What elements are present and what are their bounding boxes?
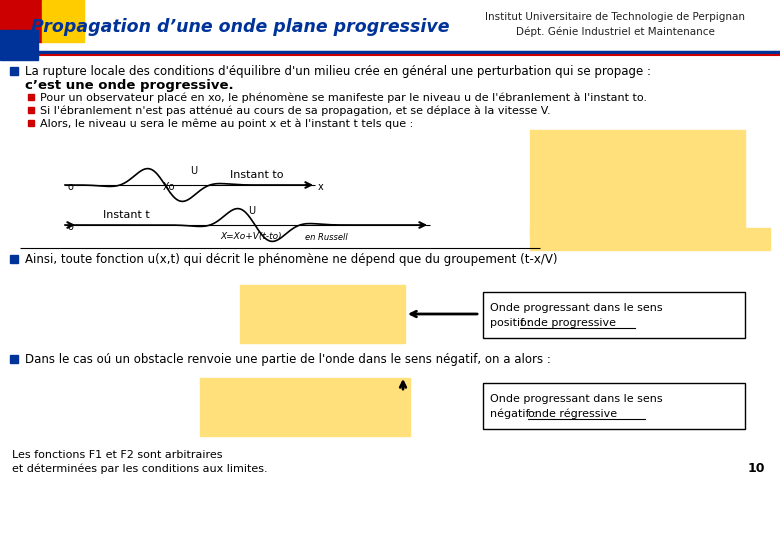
Text: x: x <box>318 182 324 192</box>
Text: o: o <box>67 222 73 232</box>
Bar <box>0 0 780 55</box>
Text: négatif :: négatif : <box>490 409 540 419</box>
Text: et déterminées par les conditions aux limites.: et déterminées par les conditions aux li… <box>12 464 268 474</box>
Text: c’est une onde progressive.: c’est une onde progressive. <box>25 79 234 92</box>
Bar <box>10 355 18 363</box>
Bar <box>42 0 84 42</box>
Bar <box>10 67 18 75</box>
Bar <box>0 30 38 60</box>
Text: o: o <box>67 182 73 192</box>
Text: Ainsi, toute fonction u(x,t) qui décrit le phénomène ne dépend que du groupement: Ainsi, toute fonction u(x,t) qui décrit … <box>25 253 558 267</box>
Text: Instant t: Instant t <box>103 210 150 220</box>
Bar <box>10 255 18 263</box>
Text: La rupture locale des conditions d'équilibre d'un milieu crée en général une per: La rupture locale des conditions d'équil… <box>25 65 651 78</box>
Text: Si l'ébranlement n'est pas atténué au cours de sa propagation, et se déplace à l: Si l'ébranlement n'est pas atténué au co… <box>40 106 551 116</box>
Bar <box>483 383 745 429</box>
Text: Xo: Xo <box>163 182 176 192</box>
Bar <box>483 292 745 338</box>
Bar <box>28 107 34 113</box>
Bar <box>240 285 405 343</box>
Text: Onde progressant dans le sens: Onde progressant dans le sens <box>490 394 663 404</box>
Bar <box>530 130 745 235</box>
Bar <box>28 94 34 100</box>
Text: Dans le cas oú un obstacle renvoie une partie de l'onde dans le sens négatif, on: Dans le cas oú un obstacle renvoie une p… <box>25 354 551 367</box>
Bar <box>28 120 34 126</box>
Text: U: U <box>190 166 197 176</box>
Text: onde progressive: onde progressive <box>520 318 616 328</box>
Text: Pour un observateur placé en xo, le phénomène se manifeste par le niveau u de l': Pour un observateur placé en xo, le phén… <box>40 93 647 103</box>
Text: onde régressive: onde régressive <box>528 409 617 419</box>
Text: Dépt. Génie Industriel et Maintenance: Dépt. Génie Industriel et Maintenance <box>516 27 714 37</box>
Bar <box>200 378 410 436</box>
Text: en Russell: en Russell <box>305 233 348 241</box>
Text: Propagation d’une onde plane progressive: Propagation d’une onde plane progressive <box>30 18 449 36</box>
Bar <box>530 228 770 250</box>
Text: X=Xo+V(t-to): X=Xo+V(t-to) <box>220 233 282 241</box>
Bar <box>0 0 42 42</box>
Text: Onde progressant dans le sens: Onde progressant dans le sens <box>490 303 663 313</box>
Text: 10: 10 <box>747 462 765 476</box>
Text: positif :: positif : <box>490 318 535 328</box>
Text: Instant to: Instant to <box>230 170 283 180</box>
Text: Institut Universitaire de Technologie de Perpignan: Institut Universitaire de Technologie de… <box>485 12 745 22</box>
Text: Alors, le niveau u sera le même au point x et à l'instant t tels que :: Alors, le niveau u sera le même au point… <box>40 119 413 129</box>
Text: U: U <box>248 206 255 216</box>
Text: Les fonctions F1 et F2 sont arbitraires: Les fonctions F1 et F2 sont arbitraires <box>12 450 222 460</box>
